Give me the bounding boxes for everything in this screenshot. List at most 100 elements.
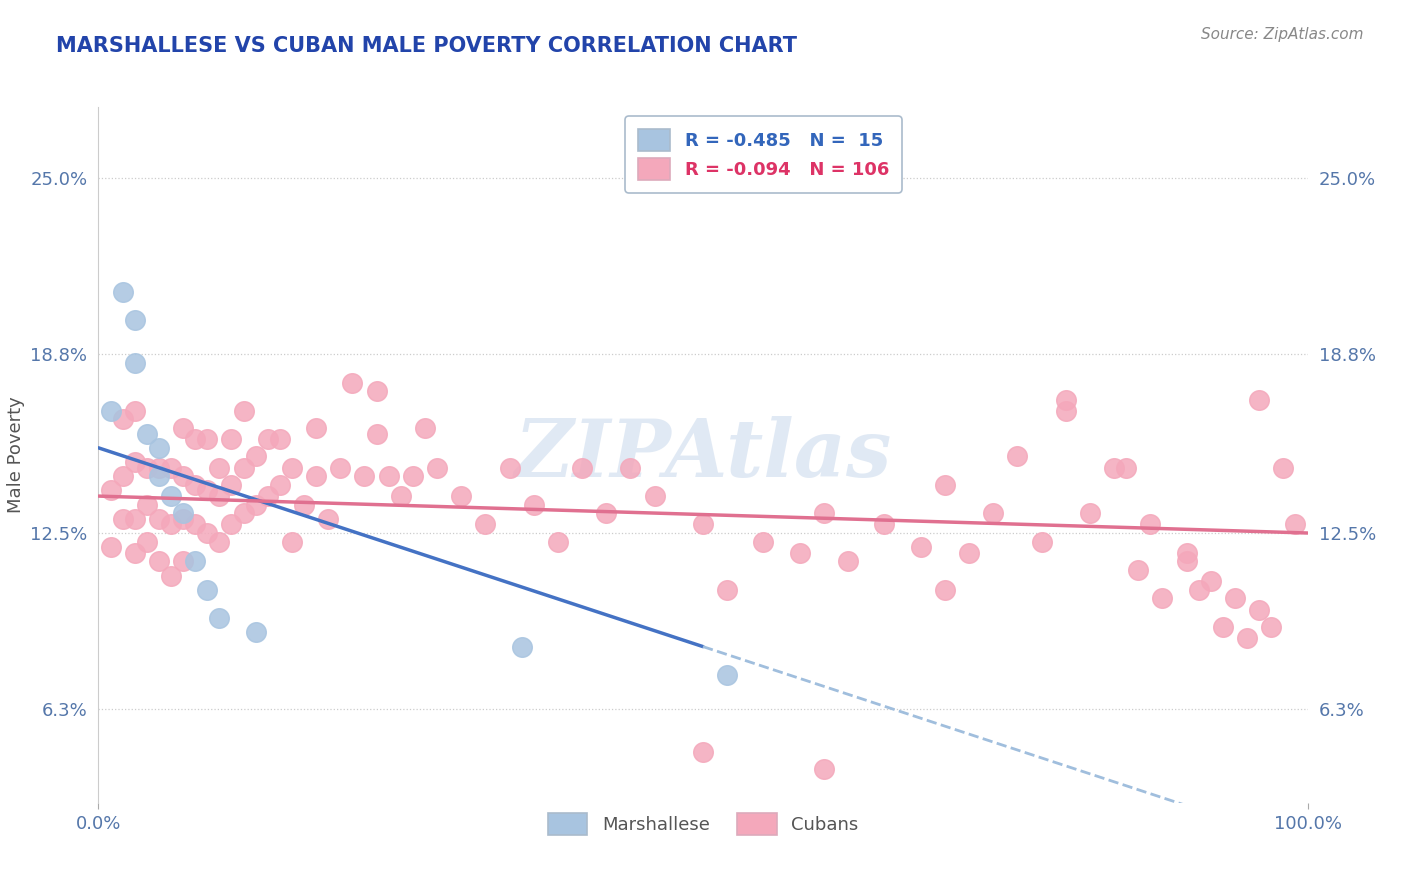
Point bbox=[100, 483, 122, 498]
Point bbox=[547, 534, 569, 549]
Point bbox=[316, 512, 339, 526]
Point bbox=[934, 477, 956, 491]
Point bbox=[1212, 620, 1234, 634]
Point bbox=[184, 477, 207, 491]
Point bbox=[148, 460, 170, 475]
Point bbox=[292, 498, 315, 512]
Point bbox=[1031, 534, 1053, 549]
Point bbox=[426, 460, 449, 475]
Point bbox=[256, 489, 278, 503]
Point bbox=[1007, 450, 1029, 464]
Point bbox=[837, 554, 859, 568]
Point bbox=[281, 460, 304, 475]
Text: MARSHALLESE VS CUBAN MALE POVERTY CORRELATION CHART: MARSHALLESE VS CUBAN MALE POVERTY CORREL… bbox=[56, 36, 797, 55]
Point bbox=[124, 546, 146, 560]
Point bbox=[124, 512, 146, 526]
Point bbox=[100, 404, 122, 418]
Point bbox=[910, 540, 932, 554]
Legend: Marshallese, Cubans: Marshallese, Cubans bbox=[540, 806, 866, 842]
Point bbox=[208, 534, 231, 549]
Point bbox=[692, 517, 714, 532]
Point bbox=[644, 489, 666, 503]
Point bbox=[195, 483, 218, 498]
Point bbox=[148, 441, 170, 455]
Point bbox=[1054, 392, 1077, 407]
Point bbox=[172, 421, 194, 435]
Point bbox=[571, 460, 593, 475]
Point bbox=[135, 534, 157, 549]
Point bbox=[1223, 591, 1246, 606]
Point bbox=[269, 477, 291, 491]
Point bbox=[957, 546, 980, 560]
Point bbox=[353, 469, 375, 483]
Point bbox=[160, 568, 183, 582]
Point bbox=[184, 554, 207, 568]
Point bbox=[172, 512, 194, 526]
Point bbox=[1152, 591, 1174, 606]
Text: ZIPAtlas: ZIPAtlas bbox=[515, 417, 891, 493]
Point bbox=[172, 506, 194, 520]
Point bbox=[184, 517, 207, 532]
Point bbox=[221, 517, 243, 532]
Point bbox=[510, 640, 533, 654]
Point bbox=[1272, 460, 1295, 475]
Point bbox=[208, 611, 231, 625]
Point bbox=[377, 469, 399, 483]
Point bbox=[523, 498, 546, 512]
Point bbox=[402, 469, 425, 483]
Point bbox=[305, 421, 328, 435]
Point bbox=[716, 582, 738, 597]
Point bbox=[813, 506, 835, 520]
Point bbox=[208, 489, 231, 503]
Point bbox=[135, 498, 157, 512]
Point bbox=[111, 512, 134, 526]
Point bbox=[148, 469, 170, 483]
Point bbox=[232, 404, 254, 418]
Point bbox=[100, 540, 122, 554]
Point bbox=[1199, 574, 1222, 589]
Point bbox=[474, 517, 496, 532]
Point bbox=[389, 489, 412, 503]
Point bbox=[1249, 392, 1271, 407]
Point bbox=[934, 582, 956, 597]
Point bbox=[135, 460, 157, 475]
Point bbox=[160, 489, 183, 503]
Point bbox=[148, 512, 170, 526]
Point bbox=[148, 554, 170, 568]
Point bbox=[135, 426, 157, 441]
Point bbox=[232, 506, 254, 520]
Point bbox=[111, 469, 134, 483]
Point bbox=[752, 534, 775, 549]
Point bbox=[1188, 582, 1211, 597]
Point bbox=[1139, 517, 1161, 532]
Point bbox=[111, 285, 134, 299]
Point bbox=[111, 412, 134, 426]
Point bbox=[498, 460, 520, 475]
Point bbox=[269, 432, 291, 446]
Point bbox=[1260, 620, 1282, 634]
Point bbox=[1102, 460, 1125, 475]
Point bbox=[172, 469, 194, 483]
Point bbox=[124, 404, 146, 418]
Point bbox=[195, 432, 218, 446]
Point bbox=[1128, 563, 1150, 577]
Point bbox=[195, 526, 218, 541]
Point bbox=[692, 745, 714, 759]
Point bbox=[221, 432, 243, 446]
Point bbox=[716, 668, 738, 682]
Point bbox=[208, 460, 231, 475]
Point bbox=[619, 460, 641, 475]
Point bbox=[413, 421, 436, 435]
Point bbox=[256, 432, 278, 446]
Point bbox=[1284, 517, 1306, 532]
Point bbox=[160, 517, 183, 532]
Point bbox=[195, 582, 218, 597]
Y-axis label: Male Poverty: Male Poverty bbox=[7, 397, 25, 513]
Point bbox=[450, 489, 472, 503]
Point bbox=[789, 546, 811, 560]
Point bbox=[124, 313, 146, 327]
Point bbox=[342, 376, 364, 390]
Point bbox=[981, 506, 1004, 520]
Point bbox=[281, 534, 304, 549]
Point bbox=[221, 477, 243, 491]
